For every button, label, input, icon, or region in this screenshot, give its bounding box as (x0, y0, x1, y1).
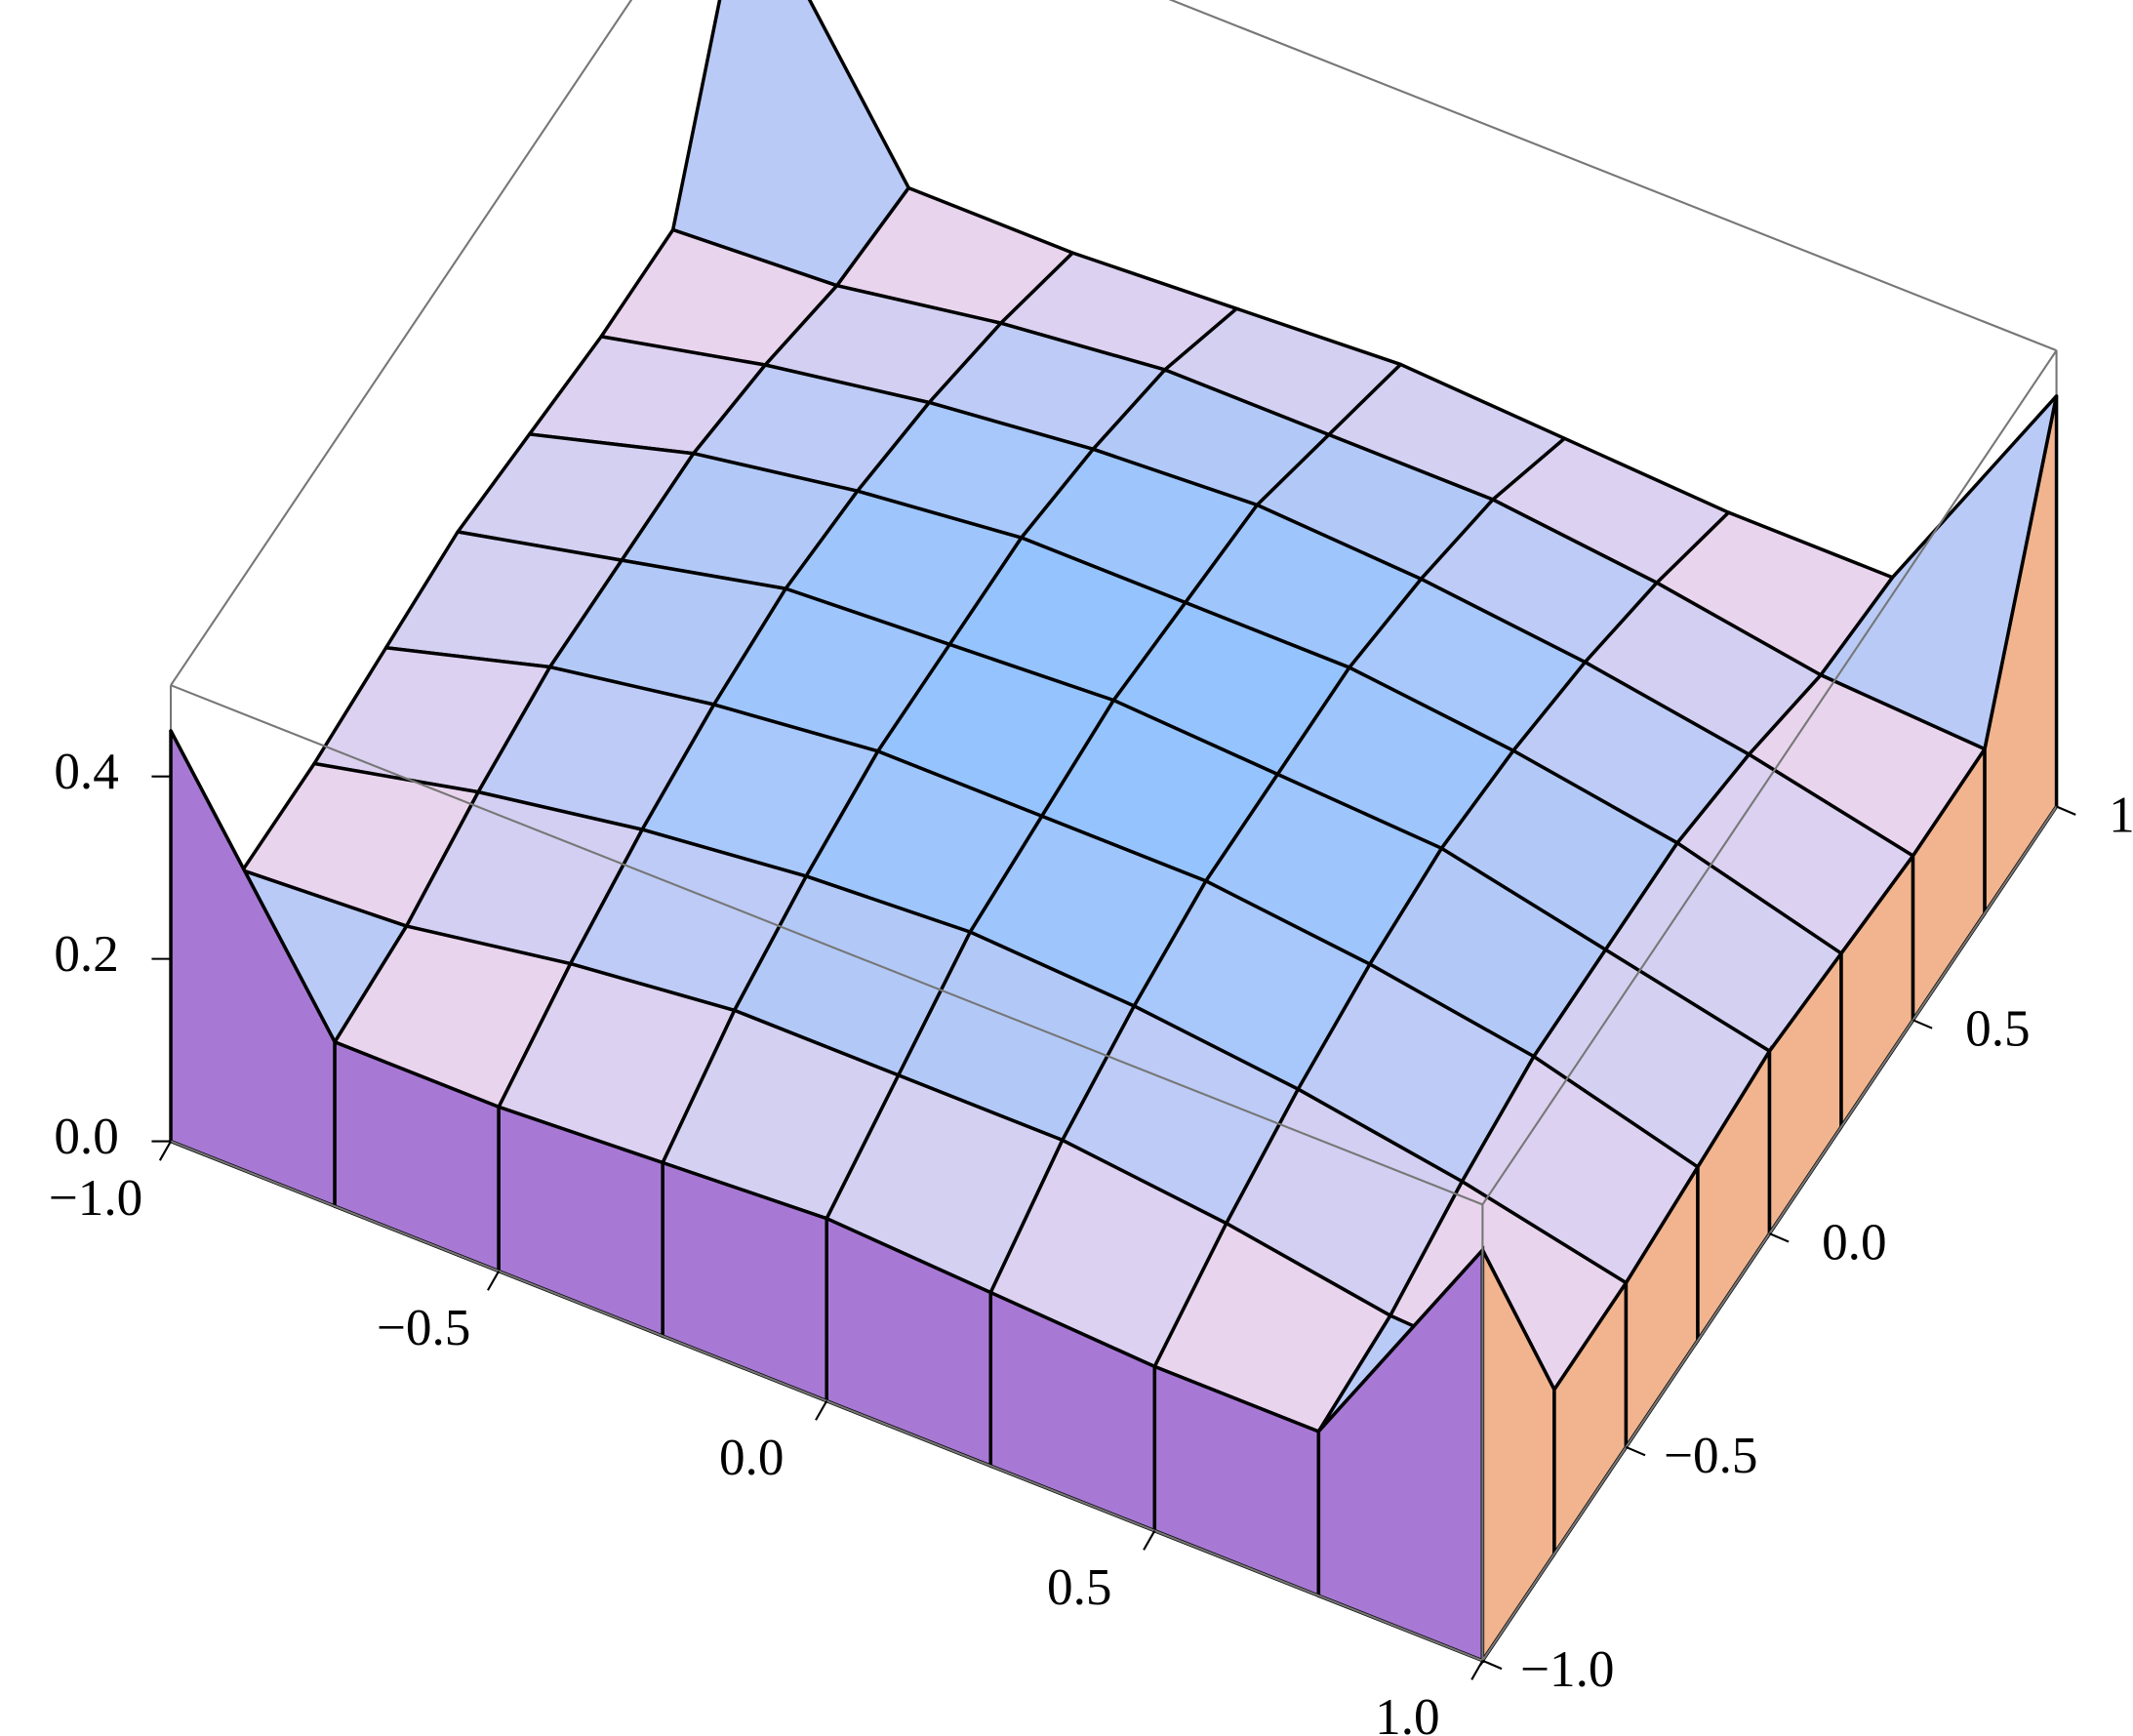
y-tick (1912, 1019, 1933, 1029)
box-edge (1481, 349, 2058, 1205)
y-tick (2056, 805, 2076, 816)
y-tick (1626, 1445, 1646, 1457)
x-tick-label: 0.5 (1047, 1558, 1112, 1616)
z-tick-label: 0.0 (54, 1108, 119, 1165)
x-tick-label: 1.0 (1375, 1688, 1440, 1736)
x-tick (815, 1400, 828, 1421)
x-tick (487, 1271, 501, 1291)
y-tick-label: −1.0 (1520, 1640, 1615, 1698)
z-tick-label: 0.4 (54, 743, 119, 800)
y-tick-label: 0.0 (1822, 1213, 1887, 1271)
x-tick (1143, 1530, 1156, 1551)
y-tick (1769, 1232, 1790, 1243)
y-tick-label: −0.5 (1664, 1427, 1758, 1484)
y-tick (1482, 1659, 1503, 1671)
x-tick-label: −1.0 (49, 1169, 143, 1227)
x-tick-label: −0.5 (377, 1299, 471, 1356)
box-edge (1168, 0, 2057, 352)
y-tick-label: 0.5 (1965, 1000, 2031, 1058)
z-tick-label: 0.2 (54, 925, 119, 983)
box-edge (170, 684, 1483, 1206)
x-tick (158, 1141, 172, 1161)
x-tick-label: 0.0 (719, 1429, 785, 1486)
y-tick-label: 1.0 (2109, 787, 2133, 844)
x-tick (1470, 1660, 1484, 1680)
box-edge (170, 0, 633, 686)
